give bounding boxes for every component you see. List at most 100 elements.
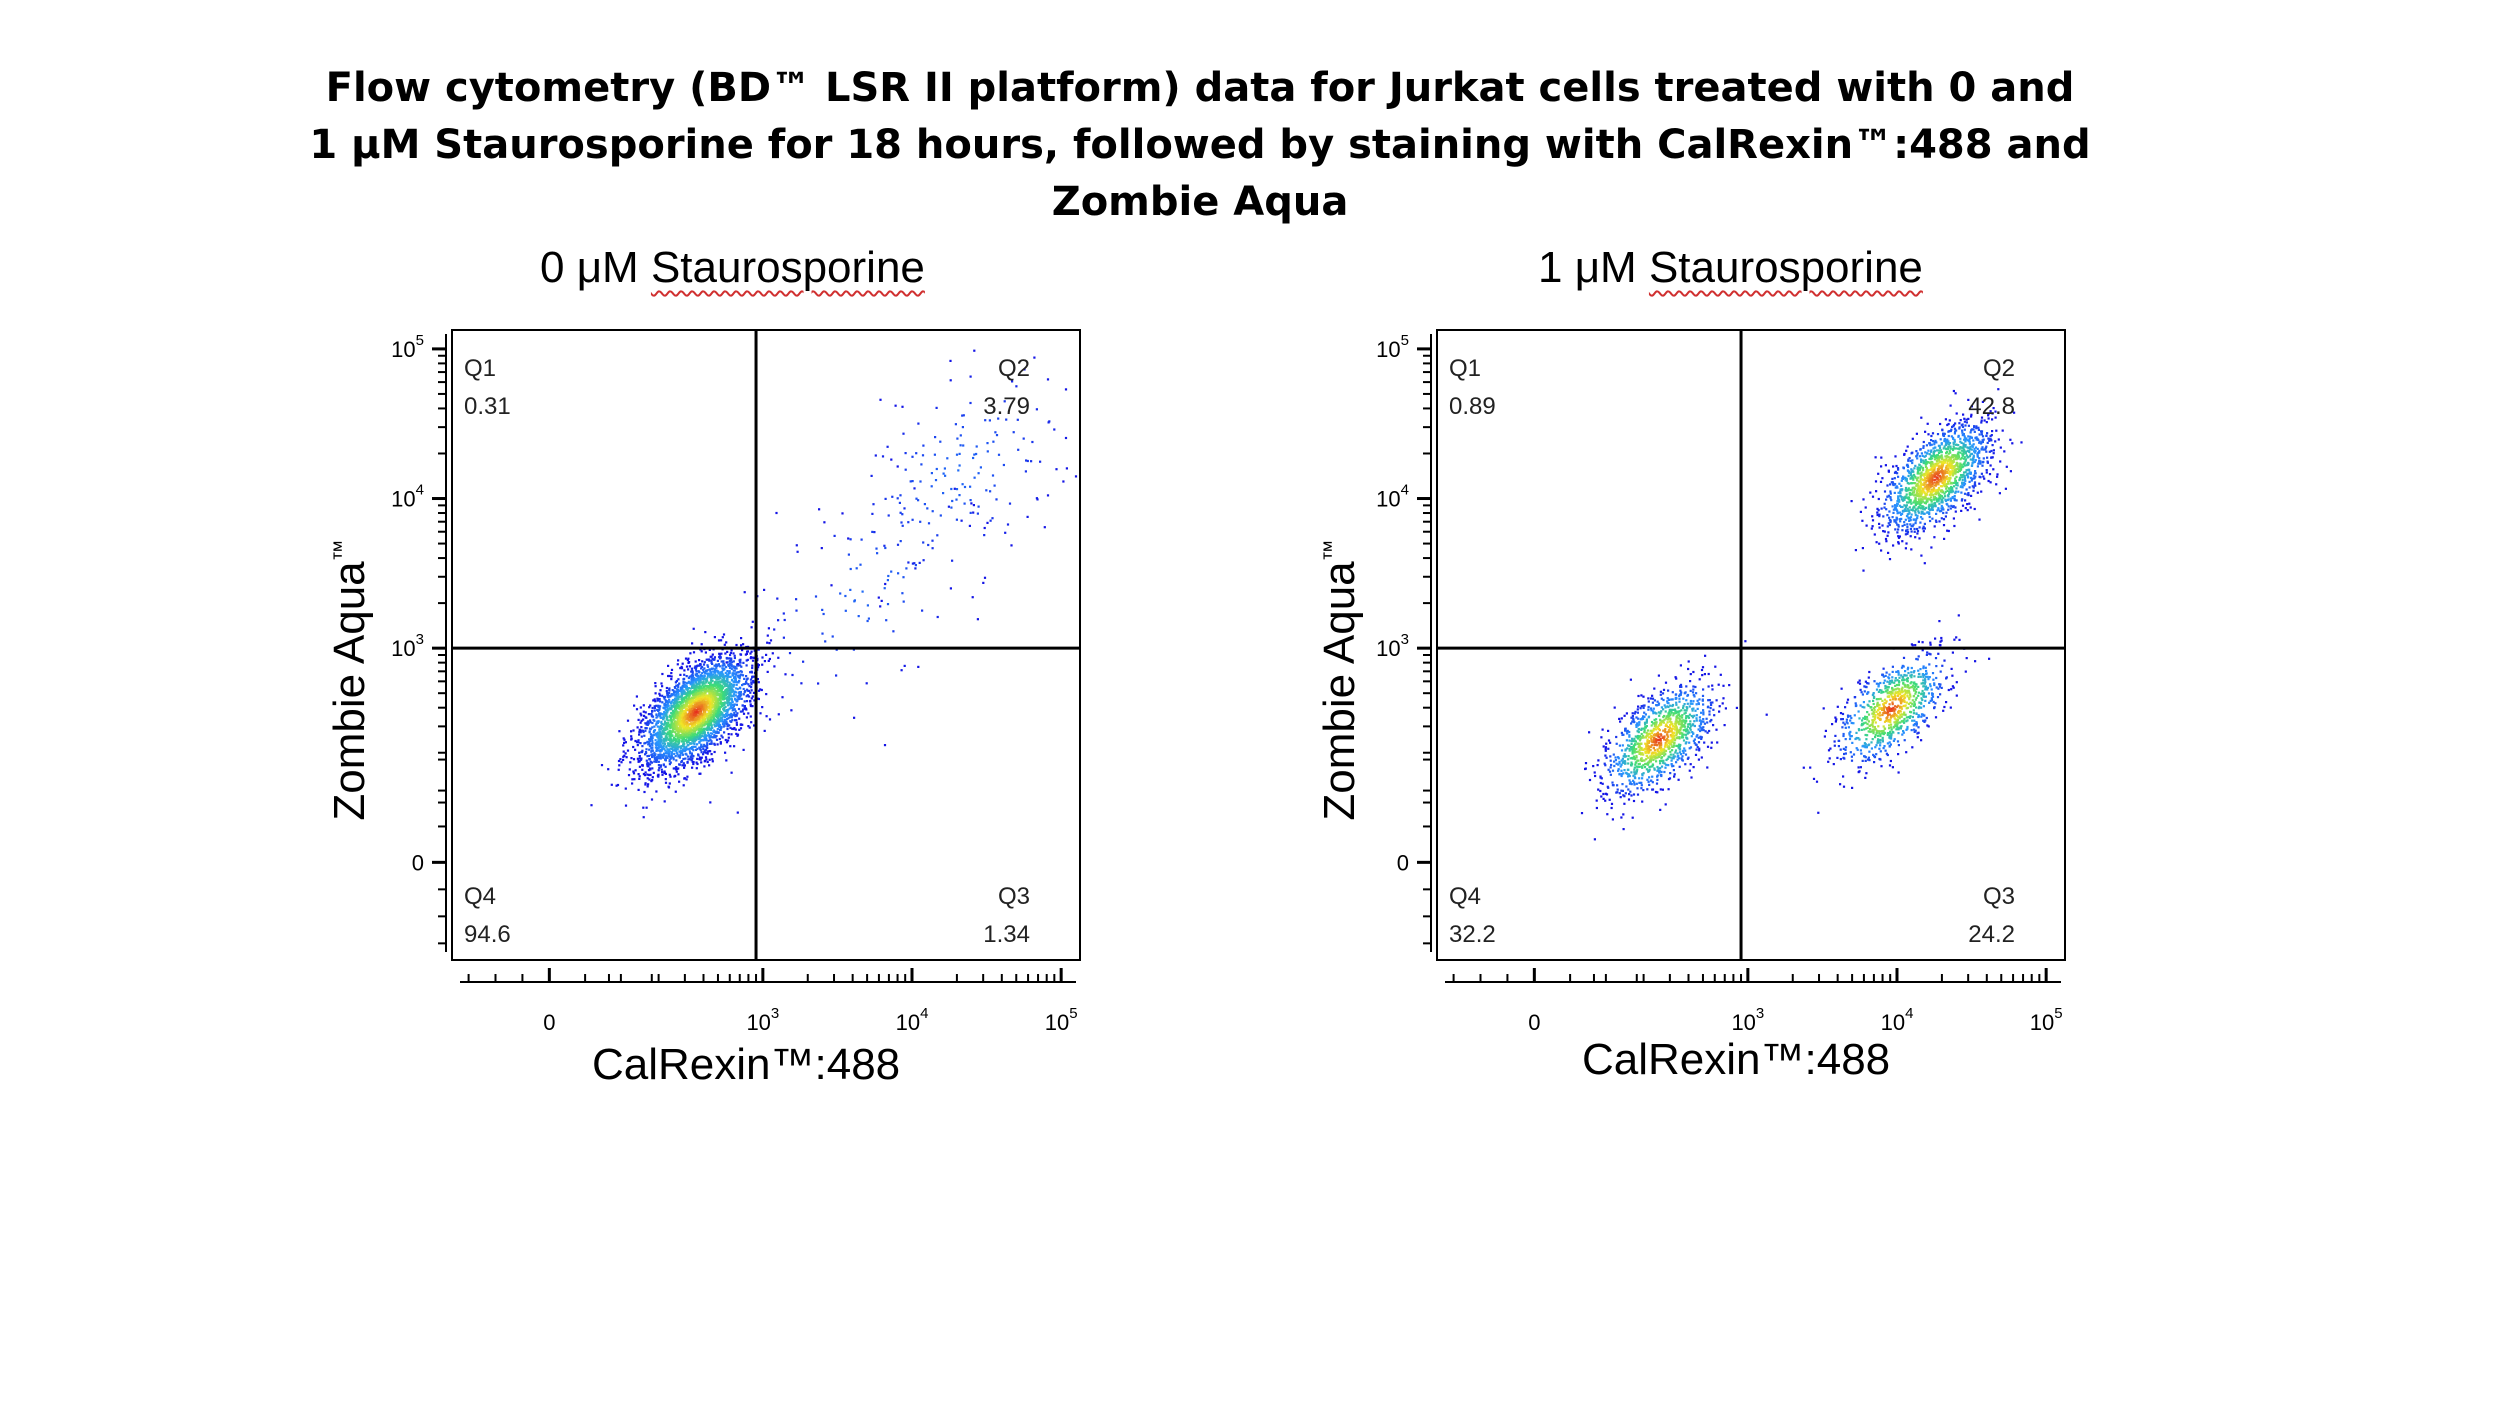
event-dot [694,718,697,721]
event-dot [708,668,711,671]
event-dot [1669,742,1672,745]
event-dot [1645,743,1648,746]
event-dot [896,497,899,500]
event-dot [739,693,742,697]
event-dot [1600,736,1603,739]
event-dot [647,769,651,772]
event-dot [1646,742,1649,745]
event-dot [705,758,708,761]
event-dot [702,663,706,666]
event-dot [691,699,694,702]
event-dot [750,683,753,686]
event-dot [684,692,687,695]
event-dot [723,664,726,667]
event-dot [656,725,659,728]
event-dot [1995,483,1998,486]
event-dot [709,684,712,688]
event-dot [668,714,671,717]
event-dot [712,700,715,703]
event-dot [715,703,718,706]
event-dot [953,487,956,490]
event-dot [919,480,922,483]
event-dot [692,683,695,686]
event-dot [1696,699,1699,702]
event-dot [1711,684,1714,687]
event-dot [922,541,925,544]
event-dot [719,687,722,691]
event-dot [1694,709,1697,712]
event-dot [682,723,685,726]
event-dot [749,704,752,708]
event-dot [660,734,663,737]
event-dot [719,741,722,744]
event-dot [730,682,733,686]
event-dot [677,678,680,681]
event-dot [701,672,704,675]
event-dot [1923,562,1926,565]
event-dot [654,700,657,703]
event-dot [1643,730,1646,733]
event-dot [1666,718,1669,721]
event-dot [697,720,700,723]
event-dot [662,756,665,759]
event-dot [710,704,713,707]
event-dot [715,707,718,710]
event-dot [639,712,642,715]
event-dot [669,775,672,778]
quadrant-value-q3: 1.34 [983,921,1030,948]
event-dot [729,726,732,730]
event-dot [641,764,644,767]
event-dot [664,695,667,698]
event-dot [1652,710,1655,713]
event-dot [1660,774,1663,777]
event-dot [660,682,663,685]
event-dot [1622,755,1625,758]
event-dot [686,775,689,778]
event-dot [665,701,668,704]
event-dot [1659,767,1662,770]
event-dot [1668,740,1671,743]
event-dot [1671,737,1674,740]
event-dot [682,730,685,733]
event-dot [750,656,753,659]
event-dot [1653,768,1656,771]
event-dot [688,731,691,734]
event-dot [800,682,803,685]
x-axis-label-0uM: CalRexin™:488 [592,1040,901,1089]
event-dot [1643,766,1647,769]
event-dot [1600,795,1603,798]
event-dot [1660,757,1663,760]
event-dot [1667,788,1670,791]
event-dot [849,567,852,571]
event-dot [1667,730,1670,733]
event-dot [683,713,686,716]
event-dot [705,751,708,754]
event-dot [640,726,643,729]
event-dot [1649,755,1652,758]
event-dot [1645,721,1648,724]
event-dot [1644,742,1647,745]
event-dot [712,729,715,733]
event-dot [1642,736,1645,739]
event-dot [661,685,664,688]
event-dot [1618,717,1621,720]
event-dot [1609,759,1612,762]
event-dot [1686,702,1689,705]
event-dot [665,739,668,742]
event-dot [648,706,651,709]
event-dot [681,719,684,722]
event-dot [700,650,703,653]
event-dot [742,661,745,664]
event-dot [741,723,744,726]
event-dot [697,676,700,679]
event-dot [1686,737,1689,740]
event-dot [1673,725,1676,728]
event-dot [1619,796,1622,799]
event-dot [740,665,743,668]
event-dot [1597,788,1600,791]
event-dot [723,643,726,646]
event-dot [709,679,713,682]
event-dot [1678,697,1681,700]
event-dot [731,699,734,702]
